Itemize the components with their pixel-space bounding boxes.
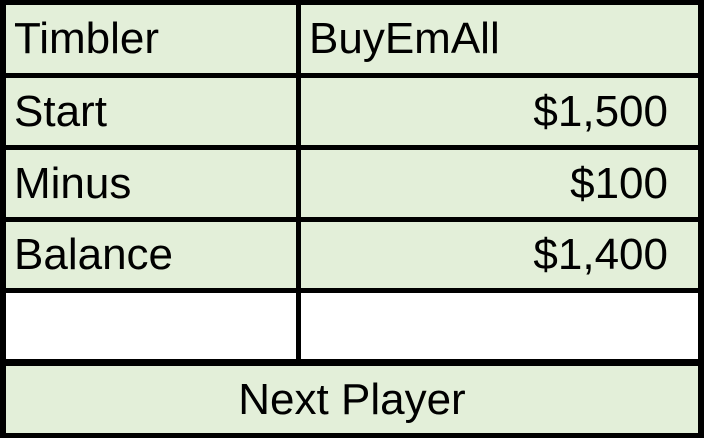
minus-label-cell: Minus bbox=[6, 150, 296, 217]
balance-amount-cell: $1,400 bbox=[301, 222, 698, 288]
blank-label-cell bbox=[6, 293, 296, 359]
start-amount-cell: $1,500 bbox=[301, 78, 698, 145]
balance-label-cell: Balance bbox=[6, 222, 296, 288]
start-label-cell: Start bbox=[6, 78, 296, 145]
player-name-cell: Timbler bbox=[6, 5, 296, 73]
next-player-button[interactable]: Next Player bbox=[6, 366, 698, 433]
minus-amount-cell: $100 bbox=[301, 150, 698, 217]
blank-value-cell bbox=[301, 293, 698, 359]
player-value-cell: BuyEmAll bbox=[301, 5, 698, 73]
